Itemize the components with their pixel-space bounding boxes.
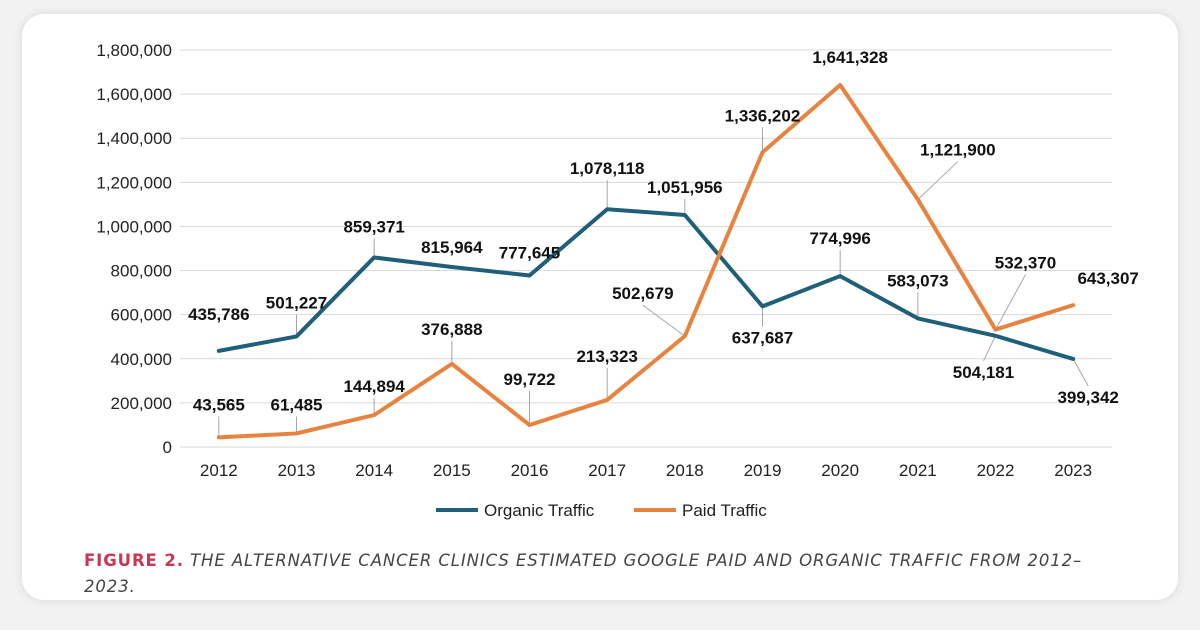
data-label-leader (917, 161, 959, 200)
organic-data-label: 435,786 (188, 305, 249, 324)
organic-data-label: 815,964 (421, 238, 483, 257)
caption-text: THE ALTERNATIVE CANCER CLINICS ESTIMATED… (84, 551, 1083, 596)
y-tick-label: 800,000 (111, 262, 172, 281)
organic-data-label: 399,342 (1057, 388, 1118, 407)
paid-data-label: 532,370 (995, 254, 1056, 273)
y-tick-label: 1,800,000 (96, 41, 172, 60)
paid-data-label: 144,894 (343, 377, 405, 396)
data-label-leader (995, 274, 1026, 330)
x-tick-label: 2019 (744, 461, 782, 480)
y-tick-label: 200,000 (111, 394, 172, 413)
organic-data-label: 504,181 (953, 363, 1014, 382)
y-tick-label: 400,000 (111, 350, 172, 369)
x-tick-label: 2015 (433, 461, 471, 480)
x-tick-label: 2018 (666, 461, 704, 480)
data-label-leader (983, 335, 996, 362)
paid-data-label: 99,722 (504, 370, 556, 389)
paid-traffic-line (216, 82, 1076, 440)
x-tick-label: 2017 (588, 461, 626, 480)
y-tick-label: 1,600,000 (96, 85, 172, 104)
organic-data-label: 859,371 (343, 217, 404, 236)
paid-data-label: 376,888 (421, 320, 482, 339)
x-tick-label: 2023 (1054, 461, 1092, 480)
organic-data-label: 501,227 (266, 293, 327, 312)
organic-traffic-line (216, 207, 1076, 361)
y-tick-label: 600,000 (111, 306, 172, 325)
x-tick-label: 2012 (200, 461, 238, 480)
figure-caption: FIGURE 2. THE ALTERNATIVE CANCER CLINICS… (84, 548, 1124, 600)
data-label-leader (1072, 358, 1089, 387)
x-tick-label: 2021 (899, 461, 937, 480)
paid-data-label: 1,121,900 (920, 141, 996, 160)
organic-data-label: 583,073 (887, 271, 948, 290)
paid-data-label: 643,307 (1077, 269, 1138, 288)
traffic-line-chart: 0 200,000 400,000 600,000 800,000 1,000,000 1,… (96, 41, 1139, 520)
x-tick-label: 2016 (511, 461, 549, 480)
x-tick-label: 2022 (977, 461, 1015, 480)
y-tick-label: 0 (163, 438, 172, 457)
y-tick-label: 1,200,000 (96, 173, 172, 192)
organic-data-label: 1,078,118 (570, 159, 645, 178)
paid-data-label: 502,679 (612, 284, 673, 303)
x-tick-label: 2013 (278, 461, 316, 480)
y-tick-label: 1,000,000 (96, 217, 172, 236)
paid-data-label: 61,485 (271, 395, 323, 414)
paid-legend-label: Paid Traffic (682, 501, 767, 520)
paid-data-label: 1,641,328 (812, 48, 888, 67)
organic-data-label: 637,687 (732, 328, 793, 347)
x-tick-label: 2020 (821, 461, 859, 480)
figure-card (22, 14, 1178, 600)
paid-data-label: 43,565 (193, 395, 245, 414)
paid-data-label: 1,336,202 (725, 106, 801, 125)
organic-data-label: 1,051,956 (647, 178, 723, 197)
x-tick-label: 2014 (355, 461, 393, 480)
organic-legend-label: Organic Traffic (484, 501, 595, 520)
caption-prefix: FIGURE 2. (84, 551, 184, 570)
organic-data-label: 774,996 (809, 229, 870, 248)
y-tick-label: 1,400,000 (96, 129, 172, 148)
paid-data-label: 213,323 (576, 347, 637, 366)
data-label-leader (642, 304, 686, 337)
organic-data-label: 777,645 (499, 243, 560, 262)
